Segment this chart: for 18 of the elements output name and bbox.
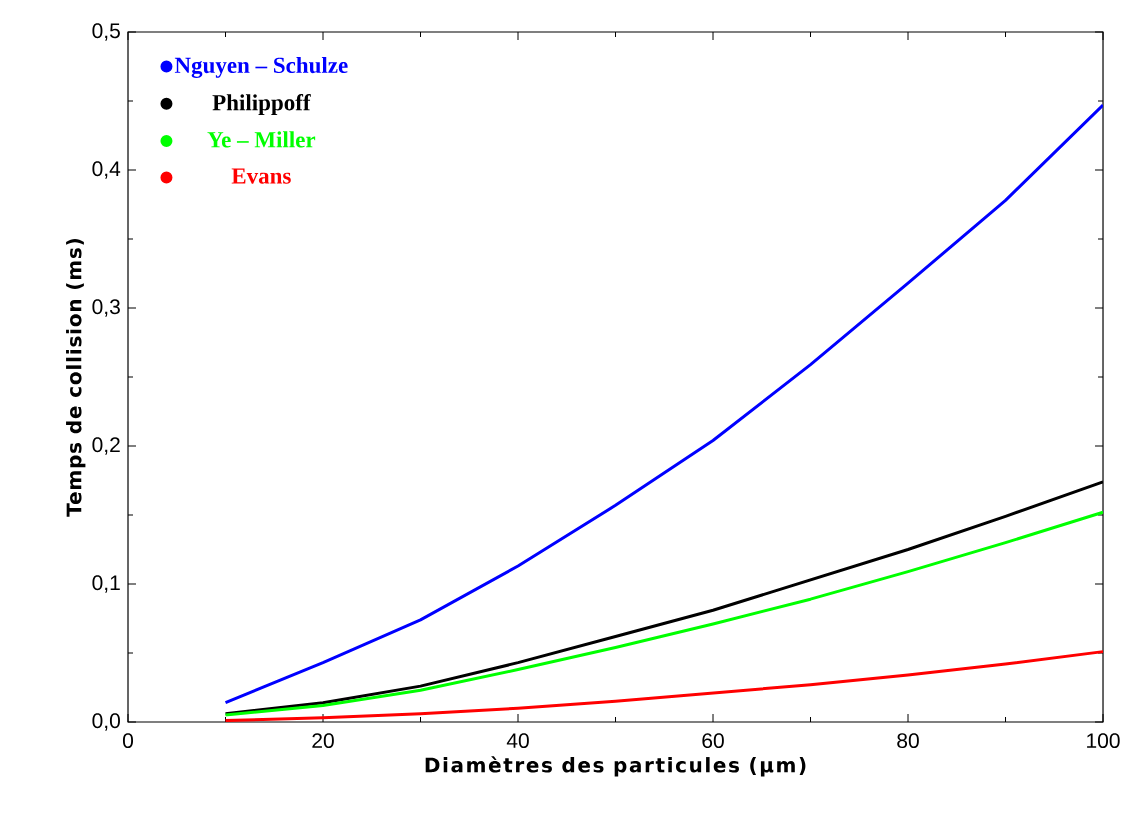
y-tick-label: 0,5 [92,23,120,41]
x-tick-label: 80 [897,733,919,749]
y-tick-label: 0,1 [92,575,120,593]
y-axis-title: Temps de collision (ms) [66,238,86,517]
x-tick-label: 20 [312,733,334,749]
legend-label: Ye – Miller [207,131,316,148]
x-tick-label: 100 [1087,733,1120,749]
y-tick-label: 0,4 [92,161,121,179]
y-tick-label: 0,2 [92,437,120,455]
legend-label: Nguyen – Schulze [174,56,348,78]
x-tick-label: 40 [506,733,529,749]
x-axis-title: Diamètres des particules (µm) [425,756,806,777]
y-tick-label: 0,3 [92,299,120,317]
text: Evans [231,168,291,184]
legend-label: Philippoff [212,94,311,116]
y-tick-label: 0,0 [92,713,120,731]
x-tick-label: 60 [702,733,724,749]
x-tick-label: 0 [122,733,134,749]
